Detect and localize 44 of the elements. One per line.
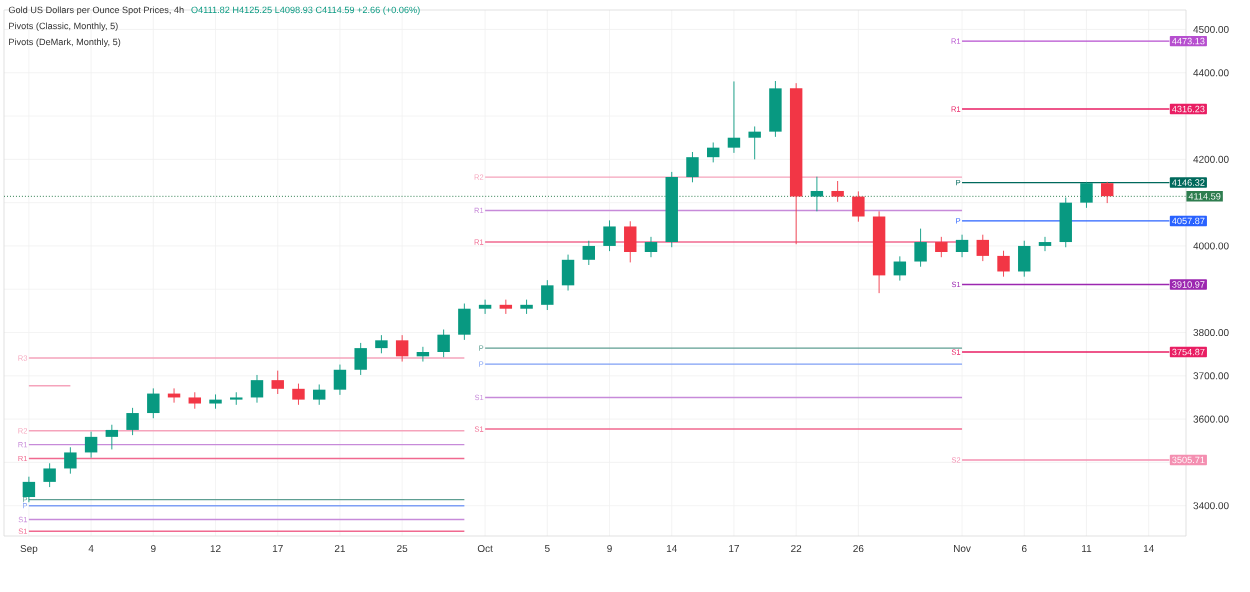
- candlestick: [147, 387, 160, 419]
- candlestick: [458, 303, 471, 341]
- candlestick: [84, 431, 98, 459]
- candlestick: [624, 220, 637, 263]
- candlestick: [230, 391, 243, 406]
- candlestick: [478, 299, 492, 315]
- candlestick: [976, 234, 990, 262]
- candlestick: [43, 462, 56, 488]
- candlestick: [561, 254, 575, 291]
- candlestick: [1038, 236, 1052, 252]
- candlestick: [250, 374, 264, 404]
- candlestick: [582, 240, 596, 266]
- candlestick: [706, 142, 720, 163]
- candlestick: [271, 370, 284, 395]
- candlestick: [354, 342, 367, 376]
- candlestick: [893, 255, 907, 282]
- candlestick: [333, 364, 347, 396]
- candlestick: [603, 219, 616, 252]
- candlestick: [292, 383, 305, 406]
- candlestick: [126, 407, 139, 436]
- candlestick: [955, 234, 969, 258]
- candlestick: [644, 236, 658, 258]
- candlestick: [935, 236, 948, 258]
- candlestick: [748, 126, 761, 160]
- candlestick: [1100, 181, 1114, 204]
- candlestick: [769, 80, 782, 138]
- candlestick: [312, 384, 326, 406]
- candlestick: [64, 446, 77, 475]
- candlestick: [1018, 240, 1031, 278]
- candlestick: [105, 424, 119, 450]
- candlestick: [686, 151, 699, 183]
- candlestick: [852, 190, 865, 223]
- candlestick: [22, 476, 36, 503]
- candlestick: [375, 334, 388, 354]
- candlestick: [997, 250, 1010, 278]
- candlestick: [541, 279, 554, 311]
- candlestick: [1059, 197, 1072, 248]
- candlestick: [727, 80, 741, 154]
- candlestick: [810, 176, 824, 212]
- candlestick: [1080, 181, 1093, 209]
- candlestick: [395, 334, 409, 362]
- candlestick: [914, 228, 927, 268]
- candlestick: [437, 329, 450, 358]
- candlestick: [831, 180, 844, 203]
